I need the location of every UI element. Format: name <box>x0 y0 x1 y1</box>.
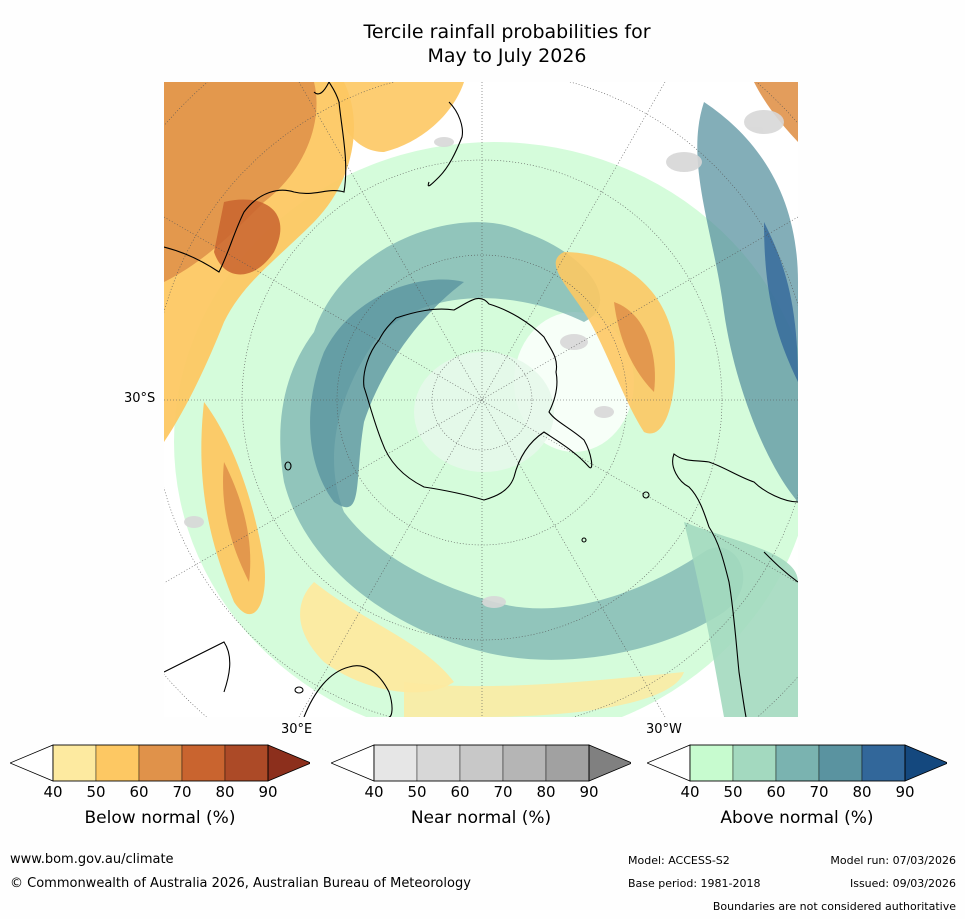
colorbar-swatch <box>732 744 777 782</box>
chart-title: Tercile rainfall probabilities for May t… <box>0 20 965 68</box>
map-canvas <box>164 82 798 717</box>
colorbar-swatch <box>775 744 820 782</box>
tick: 90 <box>579 783 599 801</box>
zone-above-80 <box>764 222 798 382</box>
colorbar-swatch <box>861 744 906 782</box>
island-coast <box>642 491 650 499</box>
tick: 40 <box>364 783 384 801</box>
colorbar-frame <box>689 744 906 782</box>
tick: 80 <box>852 783 872 801</box>
new-zealand-coast <box>427 101 463 187</box>
colorbar-above-normal <box>645 744 950 786</box>
colorbar-swatch <box>502 744 547 782</box>
tick: 90 <box>895 783 915 801</box>
zone-below-60 <box>754 82 798 142</box>
colorbar-arrow-low <box>645 744 691 782</box>
tick: 70 <box>809 783 829 801</box>
graticule <box>164 82 798 717</box>
zone-below-60 <box>223 462 251 582</box>
colorbar-below-swatches <box>8 744 313 782</box>
zone-above-50 <box>684 522 798 717</box>
island-coast <box>284 461 292 471</box>
latitude-label-30s: 30°S <box>124 391 156 406</box>
tick: 60 <box>766 783 786 801</box>
tick: 70 <box>172 783 192 801</box>
south-america-coast <box>672 453 798 717</box>
colorbar-swatch <box>138 744 183 782</box>
colorbar-frame <box>373 744 590 782</box>
colorbar-swatch <box>95 744 140 782</box>
colorbar-swatch <box>224 744 269 782</box>
boundary-disclaimer: Boundaries are not considered authoritat… <box>712 900 956 913</box>
zone-above-70 <box>310 279 464 508</box>
title-line-2: May to July 2026 <box>427 45 587 67</box>
tick: 80 <box>536 783 556 801</box>
colorbar-arrow-high <box>904 744 950 782</box>
colorbar-arrow-high <box>267 744 313 782</box>
colorbar-swatch <box>818 744 863 782</box>
tick: 50 <box>407 783 427 801</box>
tick: 50 <box>86 783 106 801</box>
model-name: Model: ACCESS-S2 <box>628 854 730 867</box>
coastlines <box>164 82 798 717</box>
colorbar-arrow-high <box>588 744 634 782</box>
colorbar-frame <box>52 744 269 782</box>
colorbar-above-label: Above normal (%) <box>720 808 874 828</box>
colorbar-arrow-low <box>8 744 54 782</box>
rainfall-probability-map <box>164 82 798 717</box>
colorbar-below-label: Below normal (%) <box>84 808 236 828</box>
island-coast <box>294 686 304 694</box>
zone-below-40 <box>404 672 684 717</box>
island-coast <box>581 537 587 543</box>
colorbar-arrow-low <box>329 744 375 782</box>
zone-below-50 <box>555 252 675 434</box>
tick: 60 <box>450 783 470 801</box>
zone-below-40 <box>300 582 454 693</box>
zone-below-70 <box>214 199 281 275</box>
model-run-date: Model run: 07/03/2026 <box>830 854 956 867</box>
colorbar-swatch <box>373 744 418 782</box>
colorbar-above-swatches <box>645 744 950 782</box>
base-period: Base period: 1981-2018 <box>628 877 761 890</box>
zone-near-normal <box>184 110 784 608</box>
africa-coast <box>164 641 393 717</box>
copyright-text: © Commonwealth of Australia 2026, Austra… <box>10 876 471 891</box>
zone-below-60 <box>614 302 655 392</box>
tick: 70 <box>493 783 513 801</box>
tick: 80 <box>215 783 235 801</box>
issued-date: Issued: 09/03/2026 <box>849 877 956 890</box>
zone-above-60 <box>280 222 744 660</box>
tick: 40 <box>680 783 700 801</box>
tick: 90 <box>258 783 278 801</box>
australia-coast <box>164 82 347 273</box>
tick: 50 <box>723 783 743 801</box>
colorbar-swatch <box>52 744 97 782</box>
colorbar-near-swatches <box>329 744 634 782</box>
longitude-label-30e: 30°E <box>281 722 313 737</box>
tick: 40 <box>43 783 63 801</box>
colorbar-below-normal <box>8 744 313 786</box>
title-line-1: Tercile rainfall probabilities for <box>363 21 651 43</box>
antarctica-coast <box>363 297 593 501</box>
colorbar-swatch <box>459 744 504 782</box>
zone-below-60 <box>164 82 317 282</box>
colorbar-near-normal <box>329 744 634 786</box>
tick: 60 <box>129 783 149 801</box>
colorbar-swatch <box>416 744 461 782</box>
website-link[interactable]: www.bom.gov.au/climate <box>10 852 174 867</box>
zone-below-50 <box>334 82 464 152</box>
colorbar-swatch <box>545 744 590 782</box>
colorbar-swatch <box>181 744 226 782</box>
longitude-label-30w: 30°W <box>646 722 682 737</box>
zone-neutral <box>414 352 554 472</box>
colorbar-swatch <box>689 744 734 782</box>
australia-coast <box>313 82 330 95</box>
zone-above-70 <box>697 102 798 502</box>
south-america-coast <box>763 551 798 583</box>
colorbar-near-label: Near normal (%) <box>410 808 552 828</box>
